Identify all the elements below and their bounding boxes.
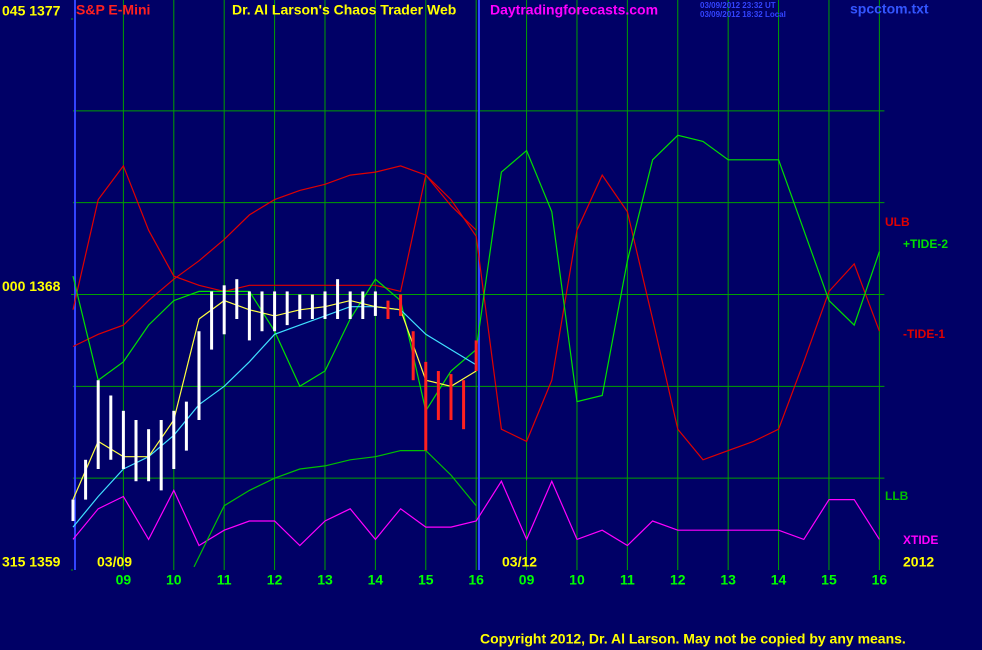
x-tick-label: 12: [267, 572, 283, 588]
y-tick-label: 000 1368: [2, 278, 61, 294]
file-name: spcctom.txt: [850, 1, 929, 17]
chart-title: Dr. Al Larson's Chaos Trader Web: [232, 2, 456, 18]
legend-label: LLB: [885, 489, 909, 503]
legend-label: -TIDE-1: [903, 327, 945, 341]
x-tick-label: 13: [720, 572, 736, 588]
timestamp: 03/09/2012 23:32 UT: [700, 1, 776, 10]
x-tick-label: 14: [771, 572, 787, 588]
x-tick-label: 09: [519, 572, 535, 588]
x-tick-label: 12: [670, 572, 686, 588]
x-tick-label: 10: [569, 572, 585, 588]
x-tick-label: 11: [217, 572, 232, 588]
y-tick-label: 045 1377: [2, 3, 61, 19]
legend-label: ULB: [885, 215, 910, 229]
x-tick-label: 09: [116, 572, 132, 588]
y-tick-label: 315 1359: [2, 554, 61, 570]
date-label: 03/09: [97, 554, 132, 570]
x-tick-label: 13: [317, 572, 333, 588]
site: Daytradingforecasts.com: [490, 2, 658, 18]
plot-marks: [71, 134, 880, 568]
symbol: S&P E-Mini: [76, 2, 150, 18]
x-tick-label: 16: [872, 572, 888, 588]
series-line: [72, 164, 880, 461]
copyright: Copyright 2012, Dr. Al Larson. May not b…: [480, 631, 906, 647]
series-line: [193, 450, 477, 568]
x-tick-label: 16: [468, 572, 484, 588]
x-tick-label: 14: [368, 572, 384, 588]
date-label: 03/12: [502, 554, 537, 570]
series-line: [72, 306, 477, 528]
x-tick-label: 10: [166, 572, 182, 588]
x-tick-label: 11: [620, 572, 635, 588]
x-tick-label: 15: [418, 572, 434, 588]
date-label: 2012: [903, 554, 934, 570]
timestamp: 03/09/2012 18:32 Local: [700, 10, 786, 19]
series-line: [72, 165, 477, 348]
legend-label: XTIDE: [903, 533, 938, 547]
x-tick-label: 15: [821, 572, 837, 588]
legend-label: +TIDE-2: [903, 237, 948, 251]
